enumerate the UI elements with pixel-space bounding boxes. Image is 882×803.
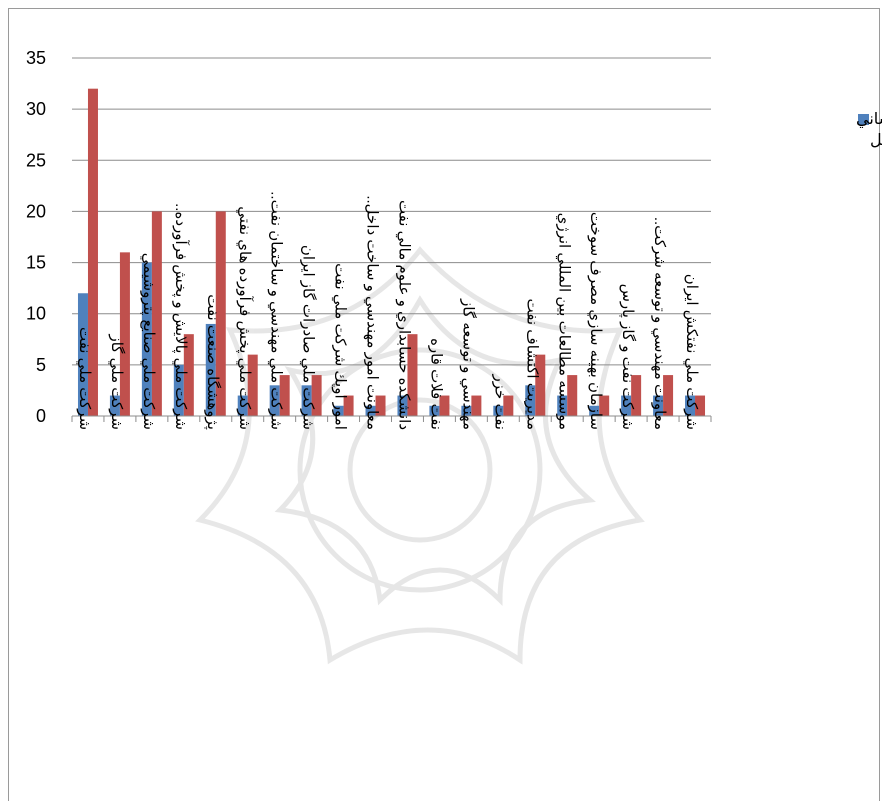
y-tick-label: 5 (36, 355, 46, 375)
category-label: نفت خزر (491, 374, 508, 430)
x-axis (71, 415, 712, 422)
bar-series-1-13 (493, 405, 504, 416)
category-label: شركت ملي پالايش و پخش فرآورده.. (171, 203, 190, 430)
bar-series-2-7 (311, 375, 322, 416)
bar-series-2-19 (695, 395, 706, 416)
category-label: سازمان بهينه سازي مصرف سوخت (586, 212, 604, 430)
category-label: نفت فلات قاره (427, 338, 444, 430)
bar-series-1-7 (301, 385, 312, 416)
bar-series-2-4 (215, 211, 226, 416)
y-axis-ticks: 0 5 10 15 20 25 30 35 (26, 48, 46, 426)
bar-series-1-18 (653, 395, 664, 416)
category-label: مهندسي و توسعه گاز (458, 298, 477, 430)
bar-series-2-8 (343, 395, 354, 416)
bar-series-2-2 (151, 211, 162, 416)
bar-series-1-9 (365, 405, 376, 416)
bar-series-2-12 (471, 395, 482, 416)
bar-series-2-14 (535, 354, 546, 416)
bar-series-1-17 (621, 395, 632, 416)
legend: تعداد نيروي انساني شاغل (856, 111, 882, 149)
y-tick-label: 35 (26, 48, 46, 68)
category-label: مديريت اكتشاف نفت (523, 299, 540, 430)
bar-series-1-3 (173, 364, 184, 416)
y-tick-label: 10 (26, 304, 46, 324)
category-label: دانشكده حسابداري و علوم مالي نفت (395, 200, 413, 430)
chart-frame (8, 8, 880, 801)
y-tick-label: 25 (26, 150, 46, 170)
y-tick-label: 20 (26, 201, 46, 221)
category-label: امور اوپك شركت ملي نفت (331, 263, 349, 430)
bar-series-2-13 (503, 395, 514, 416)
bar-series-2-18 (663, 375, 674, 416)
category-label: معاونت امور مهندسي و ساخت داخل.. (363, 195, 381, 430)
category-label: شركت ملي مهندسي و ساختمان نفت.. (267, 191, 285, 430)
category-label: شركت نفت و گاز پارس (618, 284, 637, 430)
category-label: معاونت مهندسي و توسعه شركت.. (650, 217, 668, 430)
category-label: پژوهشگاه صنعت نفت (203, 294, 222, 430)
category-label: شركت ملي پخش فرآورده هاي نفتي (235, 206, 254, 430)
bar-series-2-3 (183, 334, 194, 416)
bar-series-2-15 (567, 375, 578, 416)
bar-series-2-9 (375, 395, 386, 416)
bar-series-1-19 (685, 395, 696, 416)
bar-series-2-10 (407, 334, 418, 416)
bar-series-2-6 (279, 375, 290, 416)
category-label: شركت ملي صنايع پتروشيمي (139, 253, 157, 430)
legend-label-line1: تعداد نيروي انساني (856, 111, 882, 129)
category-label: شركت ملي گاز (107, 333, 126, 430)
bar-series-1-14 (525, 385, 536, 416)
y-tick-label: 30 (26, 99, 46, 119)
bar-series-2-17 (631, 375, 642, 416)
bar-series-1-4 (205, 323, 216, 416)
y-tick-label: 0 (36, 406, 46, 426)
category-label: شركت ملي صادرات گاز ايران (299, 245, 318, 430)
gridlines (72, 57, 711, 366)
bar-series-2-5 (247, 354, 258, 416)
legend-swatch (858, 114, 869, 125)
bar-series-1-5 (237, 395, 248, 416)
bar-series-1-0 (77, 293, 88, 416)
category-label: شركت ملي نفتكش ايران (682, 274, 700, 430)
category-label: موسسه مطالعات بين المللي انرژي (554, 213, 572, 430)
bar-series-1-16 (589, 405, 600, 416)
category-labels: شركت ملي نفت شركت ملي گاز شركت ملي صنايع پ… (75, 191, 700, 430)
bar-series-1-11 (429, 405, 440, 416)
bar-series-1-8 (333, 405, 344, 416)
bar-series-2-0 (87, 88, 98, 416)
bar-series-2-11 (439, 395, 450, 416)
legend-label-line2: شاغل (870, 132, 882, 149)
bar-series-1-15 (557, 395, 568, 416)
y-tick-label: 15 (26, 253, 46, 273)
bar-series-1-6 (269, 385, 280, 416)
bar-series-1-10 (397, 395, 408, 416)
bar-series-1-1 (109, 395, 120, 416)
bar-series-2-16 (599, 395, 610, 416)
category-label: شركت ملي نفت (75, 327, 93, 430)
bars (77, 88, 706, 416)
bar-series-1-2 (141, 262, 152, 416)
bar-series-2-1 (119, 252, 130, 416)
bar-series-1-12 (461, 405, 472, 416)
